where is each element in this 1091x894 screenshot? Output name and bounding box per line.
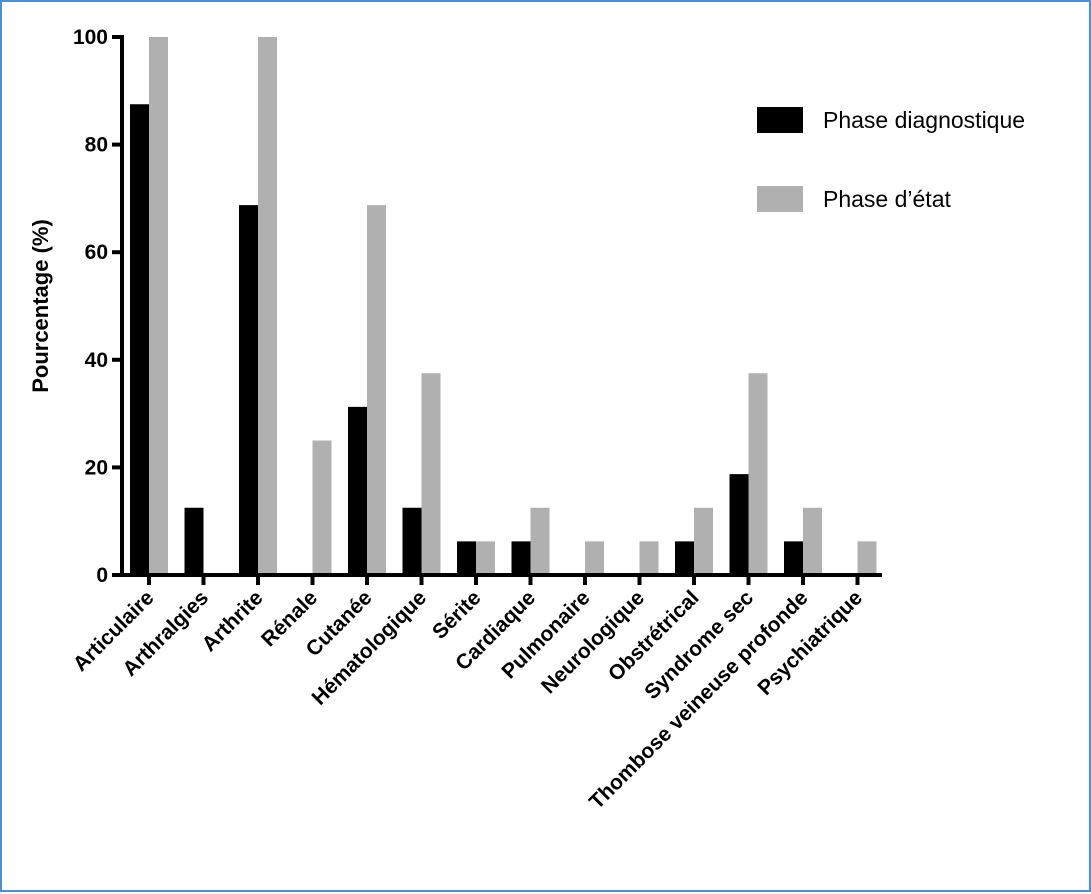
y-axis-title: Pourcentage (%) [28,219,53,393]
bar-phase-etat [639,541,659,575]
bar-phase-etat [803,507,822,575]
bar-phase-diagnostique [239,205,258,575]
bar-phase-etat [530,507,550,575]
bar-phase-diagnostique [511,541,531,575]
bar-phase-etat [421,373,441,575]
bar-phase-etat [585,541,604,575]
bar-phase-diagnostique [348,406,367,575]
x-category-label: Arthrite [198,586,268,656]
y-tick-label: 80 [85,134,108,157]
bar-phase-etat [367,205,386,575]
bars-layer [130,37,877,575]
bar-phase-etat [748,373,768,575]
x-ticks: ArticulaireArthralgiesArthriteRénaleCuta… [69,575,867,814]
y-tick-label: 40 [85,349,108,372]
bar-phase-etat [694,507,713,575]
legend-swatch [757,107,803,133]
y-tick-label: 60 [85,241,108,264]
bar-phase-diagnostique [402,507,422,575]
bar-phase-diagnostique [784,541,803,575]
bar-phase-diagnostique [729,474,749,575]
legend-label: Phase d’état [823,186,951,212]
y-ticks: 0 20 40 60 80 100 [73,26,122,587]
legend-swatch [757,186,803,212]
y-tick-label: 0 [96,564,108,587]
y-tick-label: 20 [85,456,108,479]
bar-phase-etat [149,37,168,575]
bar-phase-diagnostique [130,104,149,575]
y-tick-label: 100 [73,26,108,49]
legend: Phase diagnostique Phase d’état [757,107,1025,212]
bar-phase-diagnostique [457,541,476,575]
legend-label: Phase diagnostique [823,107,1025,133]
bar-phase-etat [857,541,877,575]
axes-layer [120,35,882,577]
bar-phase-etat [258,37,277,575]
bar-phase-diagnostique [675,541,694,575]
bar-phase-etat [476,541,495,575]
bar-phase-diagnostique [184,507,204,575]
bar-phase-etat [312,440,332,575]
